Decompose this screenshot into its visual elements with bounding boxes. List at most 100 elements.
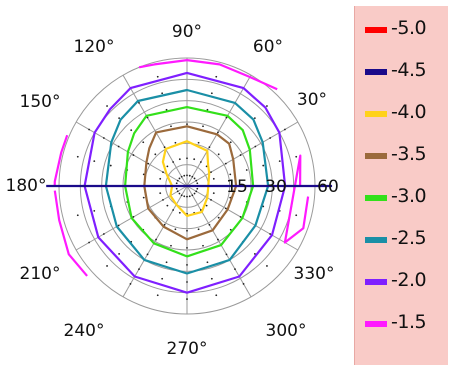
sample-point: [195, 179, 198, 182]
legend-item: -4.0: [355, 100, 448, 126]
sample-point: [278, 160, 281, 163]
sample-point: [210, 171, 212, 174]
sample-point: [88, 128, 90, 131]
sample-point: [180, 194, 183, 197]
sample-point: [215, 294, 218, 297]
sample-point: [186, 264, 188, 266]
sample-point: [155, 238, 157, 241]
contour-line: [53, 134, 69, 187]
angle-tick-label: 330°: [294, 264, 335, 284]
sample-point: [117, 145, 120, 148]
contour-line: [124, 106, 255, 258]
contour-line: [83, 71, 287, 294]
sample-point: [234, 268, 236, 271]
sample-point: [229, 228, 232, 231]
sample-point: [239, 216, 242, 218]
sample-point: [253, 117, 256, 120]
sample-point: [217, 216, 220, 219]
sample-point: [174, 141, 177, 144]
sample-point: [266, 105, 268, 107]
angle-tick-label: 240°: [64, 321, 105, 341]
legend-swatch: [365, 279, 387, 285]
angle-tick-label: 210°: [20, 264, 61, 284]
sample-point: [161, 92, 164, 95]
legend-swatch: [365, 153, 387, 159]
radius-tick-label: 15: [226, 177, 248, 197]
sample-point: [156, 294, 159, 297]
grid-spoke: [186, 185, 252, 298]
sample-point: [208, 223, 211, 226]
legend-swatch: [365, 237, 387, 243]
sample-point: [196, 182, 199, 185]
contour-line: [104, 88, 270, 275]
sample-point: [159, 177, 162, 180]
legend-label: -5.0: [391, 17, 427, 39]
sample-point: [183, 174, 186, 177]
sample-point: [186, 195, 188, 198]
sample-point: [178, 192, 181, 195]
sample-point: [162, 171, 164, 174]
angle-tick-label: 150°: [20, 92, 61, 112]
contour-line: [53, 190, 88, 277]
legend-swatch: [365, 321, 387, 327]
sample-point: [224, 207, 227, 210]
sample-point: [212, 177, 215, 180]
sample-point: [229, 173, 232, 176]
sample-point: [178, 177, 181, 180]
sample-point: [188, 174, 191, 177]
sample-point: [186, 174, 188, 177]
sample-point: [93, 209, 96, 212]
sample-point: [202, 125, 204, 128]
legend-label: -4.5: [391, 59, 427, 81]
sample-point: [269, 233, 272, 235]
sample-point: [266, 265, 268, 267]
legend-item: -3.0: [355, 184, 448, 210]
angle-tick-label: 300°: [266, 321, 307, 341]
sample-point: [106, 105, 108, 107]
sample-point: [147, 162, 150, 165]
sample-point: [217, 153, 220, 156]
sample-point: [193, 158, 196, 161]
sample-point: [183, 195, 186, 198]
legend-swatch: [365, 195, 387, 201]
sample-point: [262, 164, 265, 167]
sample-point: [161, 277, 164, 280]
sample-point: [295, 214, 298, 217]
sample-point: [178, 211, 181, 214]
sample-point: [217, 131, 219, 134]
sample-point: [159, 192, 162, 195]
sample-point: [210, 277, 213, 280]
sample-point: [142, 141, 145, 144]
sample-point: [138, 101, 140, 104]
sample-point: [269, 137, 272, 139]
legend-label: -3.5: [391, 143, 427, 165]
sample-point: [197, 141, 200, 144]
sample-point: [186, 281, 188, 283]
legend-label: -1.5: [391, 311, 427, 333]
legend-item: -3.5: [355, 142, 448, 168]
sample-point: [162, 198, 164, 201]
sample-point: [191, 175, 194, 178]
angle-tick-label: 270°: [167, 339, 208, 359]
sample-point: [186, 298, 188, 300]
sample-point: [176, 190, 179, 193]
legend-item: -4.5: [355, 58, 448, 84]
radius-tick-label: 60: [317, 177, 339, 197]
sample-point: [138, 268, 140, 271]
sample-point: [225, 116, 228, 119]
legend: -5.0 -4.5 -4.0 -3.5 -3.0 -2.5 -2.0 -1.5: [354, 6, 448, 365]
sample-point: [193, 177, 196, 180]
sample-point: [205, 204, 208, 207]
angle-tick-label: 60°: [253, 37, 283, 57]
sample-point: [206, 261, 209, 264]
sample-point: [166, 204, 169, 207]
sample-point: [210, 92, 213, 95]
sample-point: [224, 162, 227, 165]
sample-point: [88, 241, 90, 244]
sample-point: [132, 216, 135, 218]
legend-label: -4.0: [391, 101, 427, 123]
legend-swatch: [365, 69, 387, 75]
radius-tick-label: 30: [265, 177, 287, 197]
legend-item: -1.5: [355, 310, 448, 336]
sample-point: [284, 128, 286, 131]
